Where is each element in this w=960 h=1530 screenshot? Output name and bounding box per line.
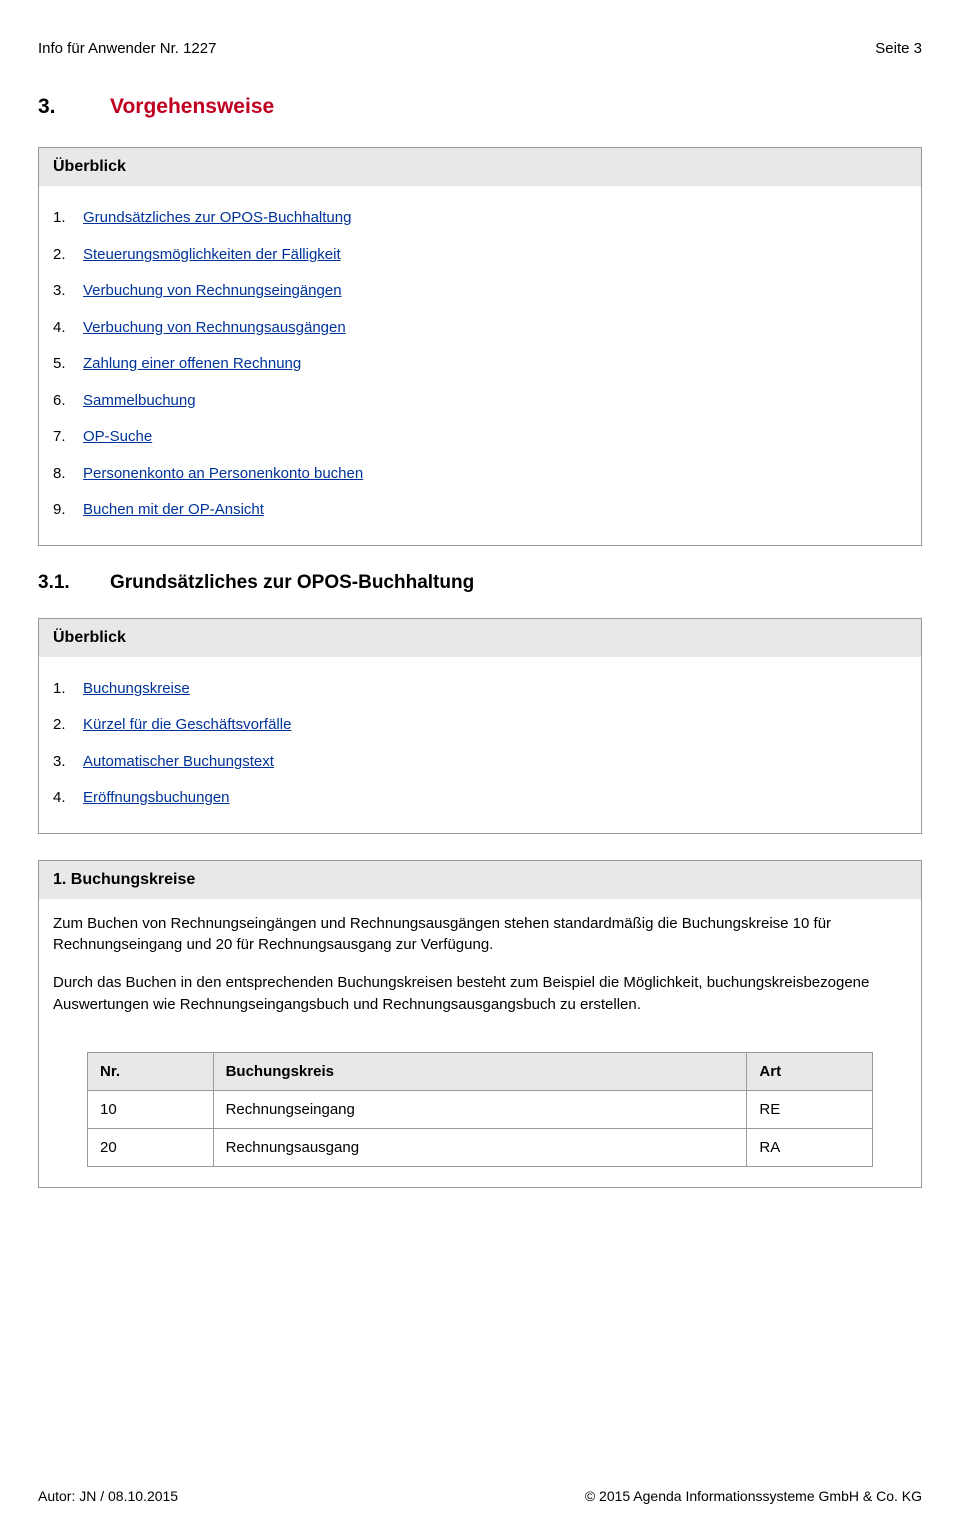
paragraph-1: Zum Buchen von Rechnungseingängen und Re… xyxy=(53,913,907,957)
link-buchungskreise[interactable]: Buchungskreise xyxy=(83,680,190,697)
link-opansicht[interactable]: Buchen mit der OP-Ansicht xyxy=(83,501,264,518)
cell-kreis: Rechnungseingang xyxy=(213,1090,747,1128)
list-item: 5.Zahlung einer offenen Rechnung xyxy=(53,346,907,383)
table-row: 20 Rechnungsausgang RA xyxy=(88,1128,873,1166)
buchungskreise-box: 1. Buchungskreise Zum Buchen von Rechnun… xyxy=(38,860,922,1188)
paragraph-2: Durch das Buchen in den entsprechenden B… xyxy=(53,972,907,1016)
link-eroeffnung[interactable]: Eröffnungsbuchungen xyxy=(83,789,230,806)
list-item: 8.Personenkonto an Personenkonto buchen xyxy=(53,456,907,493)
buchungskreise-title: 1. Buchungskreise xyxy=(39,861,921,899)
list-item: 1.Grundsätzliches zur OPOS-Buchhaltung xyxy=(53,200,907,237)
link-zahlung[interactable]: Zahlung einer offenen Rechnung xyxy=(83,355,301,372)
list-item: 9.Buchen mit der OP-Ansicht xyxy=(53,492,907,529)
list-item: 6.Sammelbuchung xyxy=(53,383,907,420)
page-footer: Autor: JN / 08.10.2015 © 2015 Agenda Inf… xyxy=(38,1488,922,1504)
buchungskreis-table: Nr. Buchungskreis Art 10 Rechnungseingan… xyxy=(87,1052,873,1167)
header-right: Seite 3 xyxy=(875,40,922,57)
table-row: 10 Rechnungseingang RE xyxy=(88,1090,873,1128)
overview-1-title: Überblick xyxy=(39,148,921,186)
cell-art: RE xyxy=(747,1090,873,1128)
list-item: 3.Automatischer Buchungstext xyxy=(53,744,907,781)
overview-1-list: 1.Grundsätzliches zur OPOS-Buchhaltung 2… xyxy=(53,200,907,529)
section-3-heading: 3. Vorgehensweise xyxy=(38,95,922,119)
section-3-number: 3. xyxy=(38,95,110,119)
th-art: Art xyxy=(747,1052,873,1090)
footer-left: Autor: JN / 08.10.2015 xyxy=(38,1488,178,1504)
list-item: 7.OP-Suche xyxy=(53,419,907,456)
cell-art: RA xyxy=(747,1128,873,1166)
th-buchungskreis: Buchungskreis xyxy=(213,1052,747,1090)
cell-nr: 20 xyxy=(88,1128,214,1166)
list-item: 2.Steuerungsmöglichkeiten der Fälligkeit xyxy=(53,237,907,274)
overview-box-2: Überblick 1.Buchungskreise 2.Kürzel für … xyxy=(38,618,922,834)
overview-2-list: 1.Buchungskreise 2.Kürzel für die Geschä… xyxy=(53,671,907,817)
section-31-title: Grundsätzliches zur OPOS-Buchhaltung xyxy=(110,572,474,594)
overview-2-title: Überblick xyxy=(39,619,921,657)
list-item: 3.Verbuchung von Rechnungseingängen xyxy=(53,273,907,310)
list-item: 4.Eröffnungsbuchungen xyxy=(53,780,907,817)
link-ausgaenge[interactable]: Verbuchung von Rechnungsausgängen xyxy=(83,319,346,336)
cell-nr: 10 xyxy=(88,1090,214,1128)
list-item: 4.Verbuchung von Rechnungsausgängen xyxy=(53,310,907,347)
section-31-heading: 3.1. Grundsätzliches zur OPOS-Buchhaltun… xyxy=(38,572,922,594)
overview-box-1: Überblick 1.Grundsätzliches zur OPOS-Buc… xyxy=(38,147,922,546)
footer-right: © 2015 Agenda Informationssysteme GmbH &… xyxy=(585,1488,922,1504)
header-left: Info für Anwender Nr. 1227 xyxy=(38,40,216,57)
link-eingaenge[interactable]: Verbuchung von Rechnungseingängen xyxy=(83,282,342,299)
link-sammel[interactable]: Sammelbuchung xyxy=(83,392,196,409)
list-item: 2.Kürzel für die Geschäftsvorfälle xyxy=(53,707,907,744)
link-personenkonto[interactable]: Personenkonto an Personenkonto buchen xyxy=(83,465,363,482)
link-opos[interactable]: Grundsätzliches zur OPOS-Buchhaltung xyxy=(83,209,351,226)
link-kuerzel[interactable]: Kürzel für die Geschäftsvorfälle xyxy=(83,716,291,733)
page-header: Info für Anwender Nr. 1227 Seite 3 xyxy=(38,40,922,57)
section-31-number: 3.1. xyxy=(38,572,110,594)
section-3-title: Vorgehensweise xyxy=(110,95,274,119)
link-autotext[interactable]: Automatischer Buchungstext xyxy=(83,753,274,770)
list-item: 1.Buchungskreise xyxy=(53,671,907,708)
link-steuerung[interactable]: Steuerungsmöglichkeiten der Fälligkeit xyxy=(83,246,341,263)
th-nr: Nr. xyxy=(88,1052,214,1090)
link-opsuche[interactable]: OP-Suche xyxy=(83,428,152,445)
cell-kreis: Rechnungsausgang xyxy=(213,1128,747,1166)
